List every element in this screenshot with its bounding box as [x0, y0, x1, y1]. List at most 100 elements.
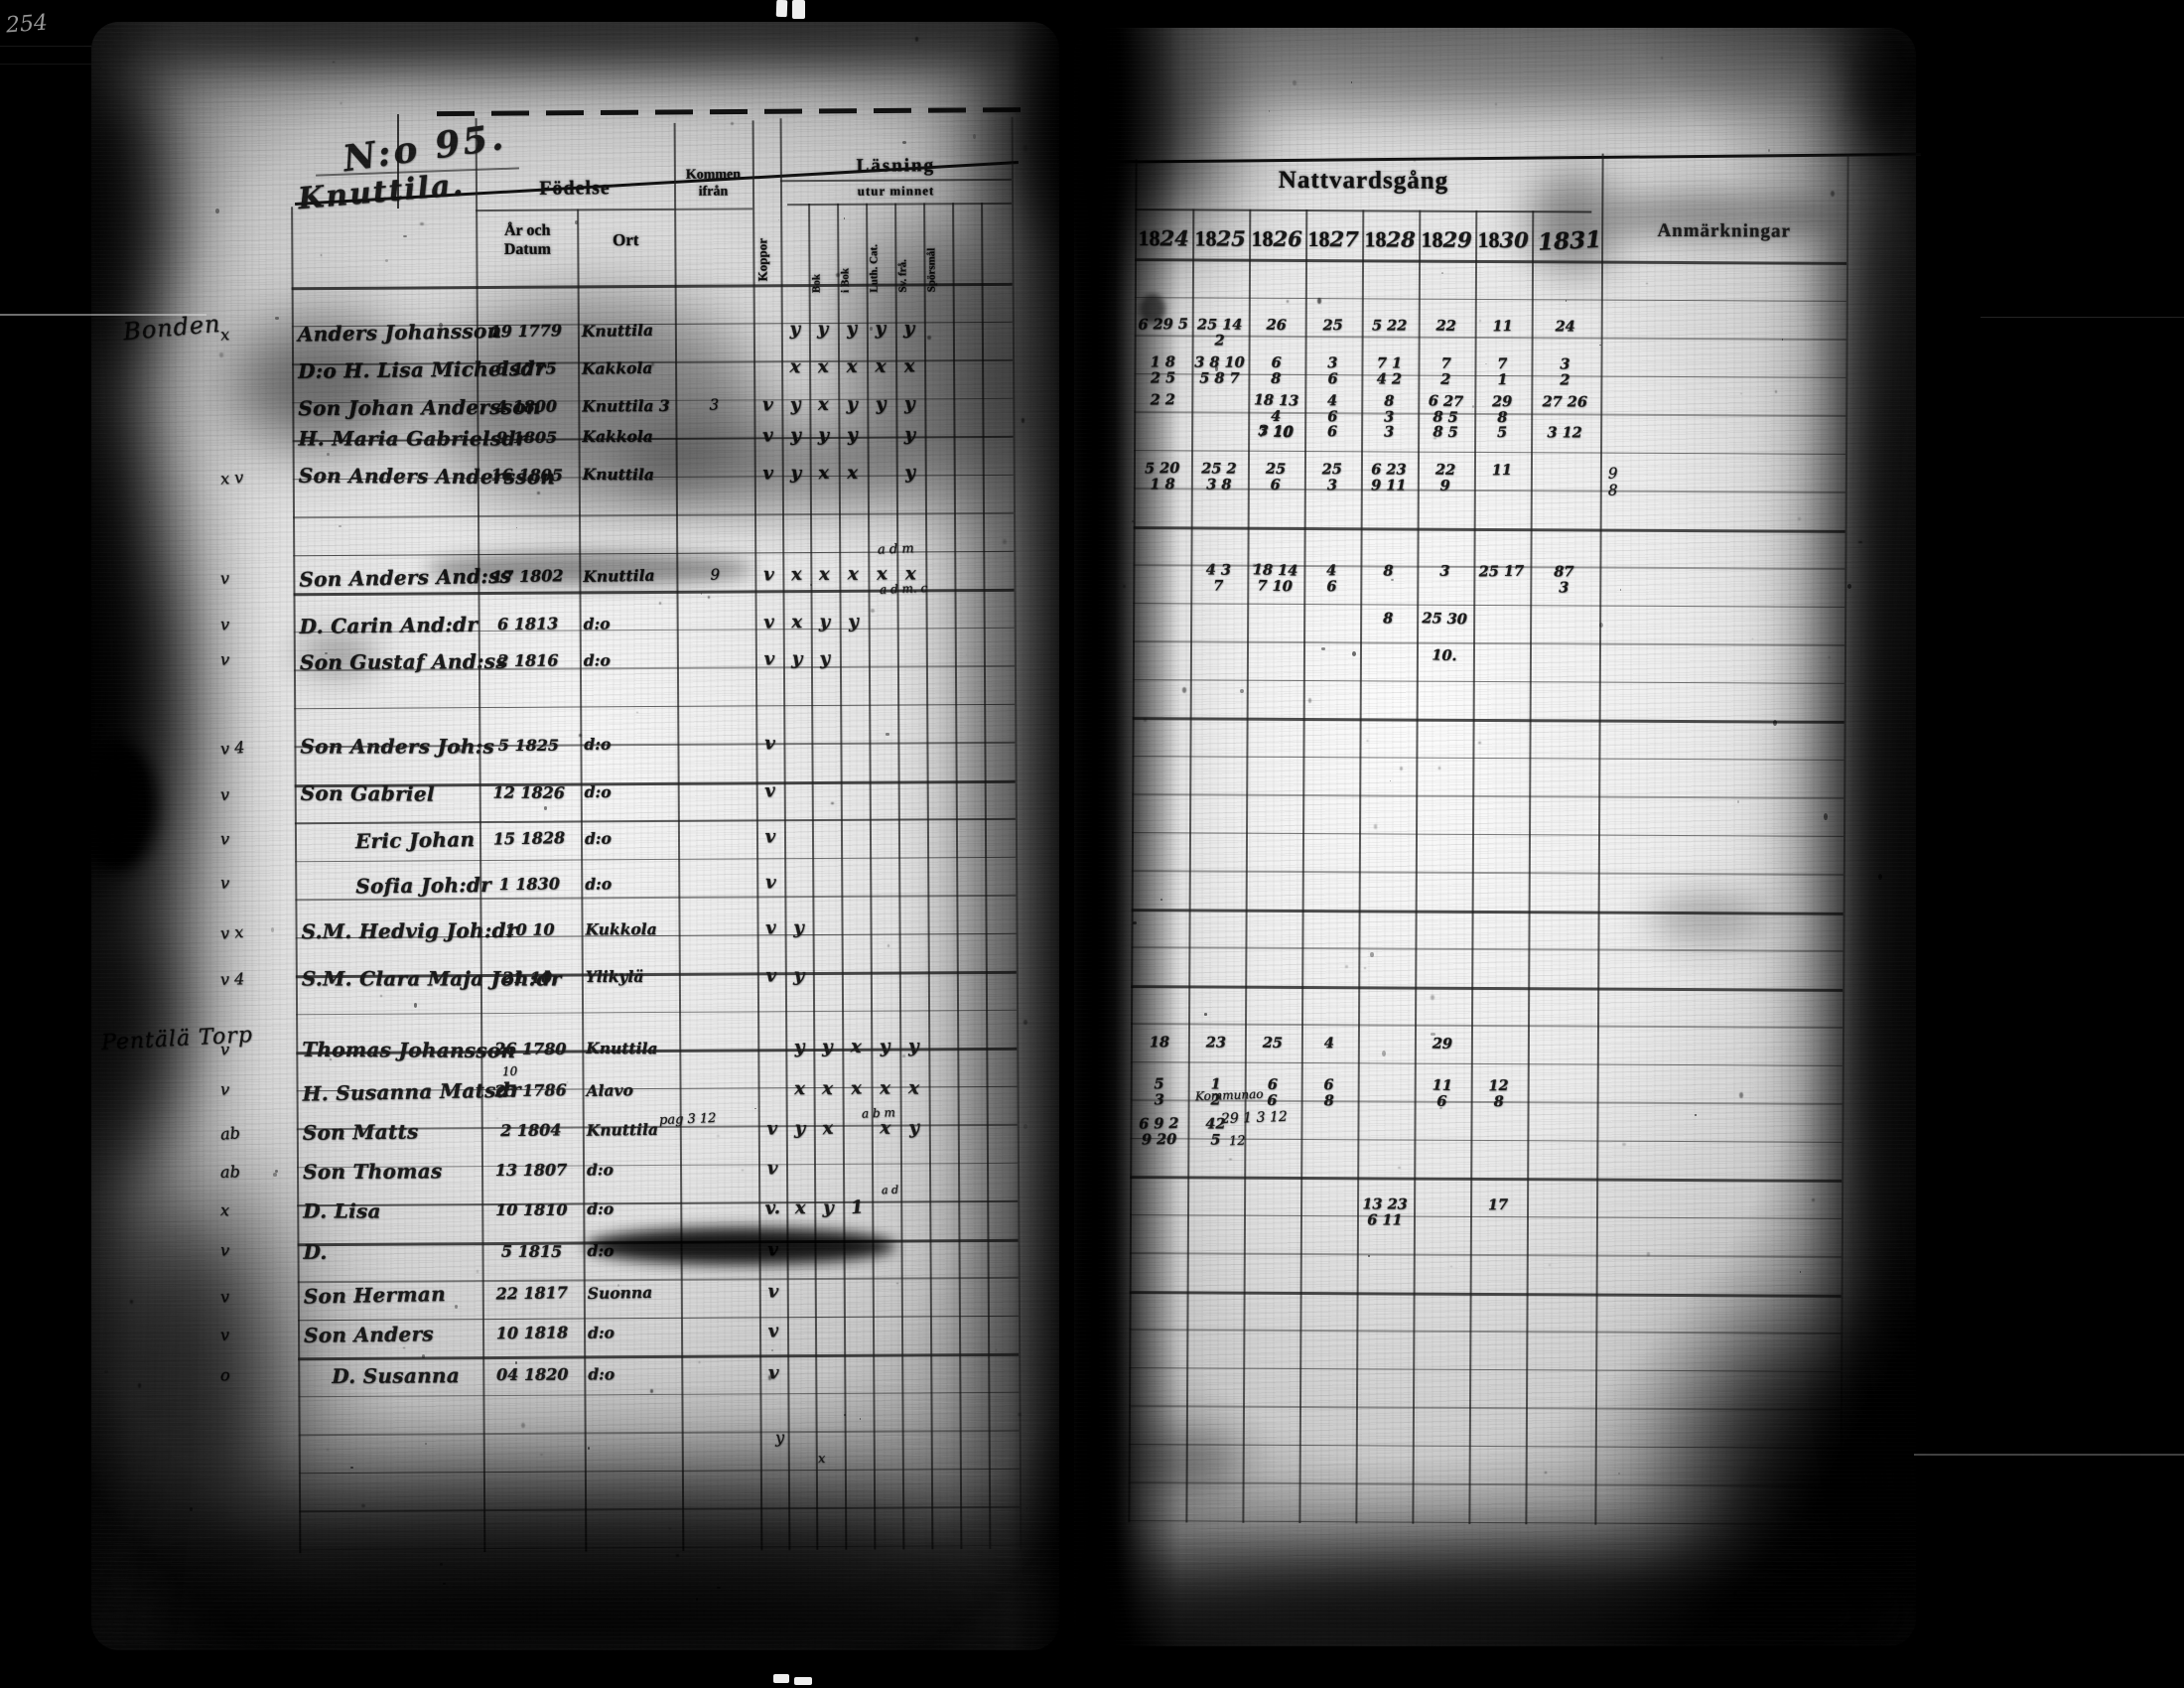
ink-speck	[1877, 873, 1882, 880]
reading-mark: y	[818, 611, 831, 633]
row-birthdate: 2 1804	[500, 1120, 562, 1141]
ink-speck	[574, 219, 578, 225]
communion-entry: 25 6	[1265, 460, 1287, 493]
ink-speck	[1181, 687, 1186, 693]
ink-speck	[539, 479, 542, 482]
ink-speck	[1317, 298, 1321, 304]
communion-entry: 6	[1326, 423, 1338, 441]
ink-speck	[529, 1128, 532, 1131]
ink-speck	[327, 453, 330, 457]
ink-speck	[844, 217, 846, 219]
ink-speck	[1479, 320, 1481, 323]
reading-mark: x	[821, 1077, 834, 1100]
communion-entry: 12 8	[1488, 1076, 1509, 1111]
grid-line-horizontal	[298, 1352, 1020, 1361]
ink-speck	[650, 1389, 654, 1393]
communion-entry: 27 26	[1542, 393, 1588, 411]
ink-speck	[578, 734, 582, 737]
ink-speck	[1857, 1219, 1859, 1221]
ink-speck	[326, 1448, 329, 1452]
ink-speck	[1739, 1091, 1744, 1099]
ink-speck	[439, 1562, 443, 1567]
communion-entry: 7 1	[1497, 354, 1508, 389]
reading-mark: v	[762, 563, 775, 586]
ink-speck	[215, 208, 219, 213]
ink-speck	[1694, 1114, 1698, 1116]
year-label-printed: 18	[1421, 226, 1443, 252]
ink-speck	[886, 733, 889, 736]
reading-mark: x	[816, 355, 830, 378]
row-birthplace: d:o	[584, 735, 612, 755]
grid-line-horizontal	[1130, 1213, 1843, 1220]
reading-mark: v	[765, 965, 777, 987]
grid-line-horizontal	[298, 1391, 1020, 1398]
marginal-note: 10	[501, 1063, 518, 1079]
ink-speck	[458, 749, 463, 753]
binding-clip-bottom-right	[794, 1677, 812, 1685]
reading-mark: x	[907, 1077, 920, 1099]
ink-speck	[1846, 583, 1851, 590]
marginal-note: a b m	[861, 1105, 896, 1121]
ink-speck	[1768, 149, 1771, 153]
row-birthplace: d:o	[583, 614, 611, 633]
ink-speck	[421, 1354, 426, 1358]
film-scratch	[0, 46, 91, 47]
film-scratch	[0, 314, 206, 316]
row-birthdate: 10 1818	[495, 1323, 569, 1343]
grid-line-vertical	[1594, 153, 1605, 1525]
communion-entry: 4 6	[1326, 392, 1338, 426]
reading-mark: x	[791, 612, 803, 633]
binding-clip-bottom-left	[773, 1674, 789, 1683]
row-birthdate: 10 1810	[495, 1199, 568, 1219]
row-birthplace: Kukkola	[585, 919, 657, 939]
ink-speck	[1736, 800, 1739, 804]
ink-speck	[1831, 190, 1836, 198]
grid-line-horizontal	[1129, 1252, 1842, 1258]
ink-speck	[659, 602, 662, 605]
reading-mark: x	[821, 1117, 834, 1140]
row-birthplace: Knuttila	[586, 1038, 658, 1058]
grid-line-horizontal	[674, 208, 753, 211]
ink-blob	[586, 1227, 895, 1265]
reading-mark: x	[847, 563, 860, 586]
reading-mark: y	[793, 1036, 806, 1058]
ink-speck	[1857, 1415, 1859, 1418]
highlight-blob	[1291, 397, 1787, 1092]
communion-entry: 25 3	[1321, 461, 1342, 494]
year-label-handwritten: 25	[1216, 225, 1246, 251]
ink-speck	[972, 134, 976, 139]
ink-speck	[275, 1170, 278, 1174]
film-scratch	[1914, 1454, 2184, 1456]
header-fodelse: Födelse	[539, 177, 611, 200]
marginal-note: pag 3 12	[658, 1111, 717, 1128]
ink-speck	[1367, 1255, 1371, 1258]
ink-speck	[385, 258, 389, 262]
grid-line-horizontal	[298, 1429, 1020, 1437]
reading-mark: v	[764, 871, 777, 894]
ink-speck	[754, 1107, 757, 1110]
grid-line-horizontal	[1129, 1329, 1842, 1335]
ink-speck	[836, 273, 840, 277]
communion-entry: 3	[1384, 423, 1395, 441]
ink-speck	[270, 927, 274, 932]
ink-speck	[1321, 647, 1325, 650]
communion-entry: 24	[1555, 318, 1575, 336]
ink-speck	[403, 234, 407, 238]
ink-speck	[1828, 656, 1831, 659]
ink-speck	[1538, 237, 1541, 239]
communion-entry: 3	[1439, 562, 1450, 580]
ink-speck	[1203, 1013, 1208, 1017]
ink-speck	[273, 1172, 277, 1177]
reading-mark: x	[790, 563, 803, 586]
reading-mark: x	[817, 393, 829, 416]
reading-mark: y	[789, 319, 801, 341]
reading-mark: v	[763, 732, 776, 755]
row-birthplace: d:o	[584, 781, 612, 802]
ink-speck	[516, 526, 518, 529]
header-reading-col: i Bok	[839, 268, 852, 293]
grid-line-horizontal	[1132, 678, 1844, 685]
grid-line-horizontal	[297, 1315, 1019, 1322]
grid-line-horizontal	[295, 856, 1017, 863]
communion-entry: 3 8 10 5 8 7	[1194, 353, 1245, 387]
marginal-note: a d m. c	[879, 581, 928, 597]
